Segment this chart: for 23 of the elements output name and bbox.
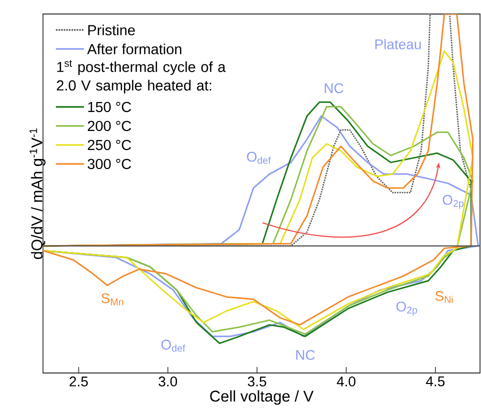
annotation: O$_{2p}$ bbox=[442, 194, 464, 209]
annotation: O$_{def}$ bbox=[246, 152, 271, 164]
legend-label: 200 °C bbox=[88, 120, 132, 132]
x-tick-label: 4.0 bbox=[336, 376, 356, 386]
legend-label: 150 °C bbox=[88, 102, 132, 112]
legend-label: 250 °C bbox=[88, 140, 132, 150]
annotation: Plateau bbox=[375, 39, 421, 50]
text: NC bbox=[296, 350, 315, 360]
annotation: NC bbox=[324, 83, 344, 94]
annotation: O$_{def}$ bbox=[161, 340, 186, 352]
legend-label: 300 °C bbox=[88, 158, 132, 170]
x-tick-label: 4.5 bbox=[426, 376, 445, 386]
x-tick-label: 3.0 bbox=[158, 376, 178, 386]
x-tick-label: 2.5 bbox=[70, 376, 88, 386]
annotation: S$_{Ni}$ bbox=[435, 290, 453, 303]
annotation: S$_{Mn}$ bbox=[101, 293, 124, 306]
legend-title: 1$^{st}$ post-thermal cycle of a 2.0 V sample heated at: bbox=[56, 60, 226, 94]
annotation: O$_{2p}$ bbox=[396, 302, 418, 316]
legend-label: After formation bbox=[87, 44, 182, 54]
legend-label: Pristine bbox=[88, 24, 135, 36]
y-axis-title: dQ/dV / mAh g$^{-1}$V$^{-1}$ bbox=[30, 128, 46, 259]
x-tick-label: 3.5 bbox=[248, 376, 266, 386]
x-axis-title: Cell voltage / V bbox=[210, 390, 314, 405]
